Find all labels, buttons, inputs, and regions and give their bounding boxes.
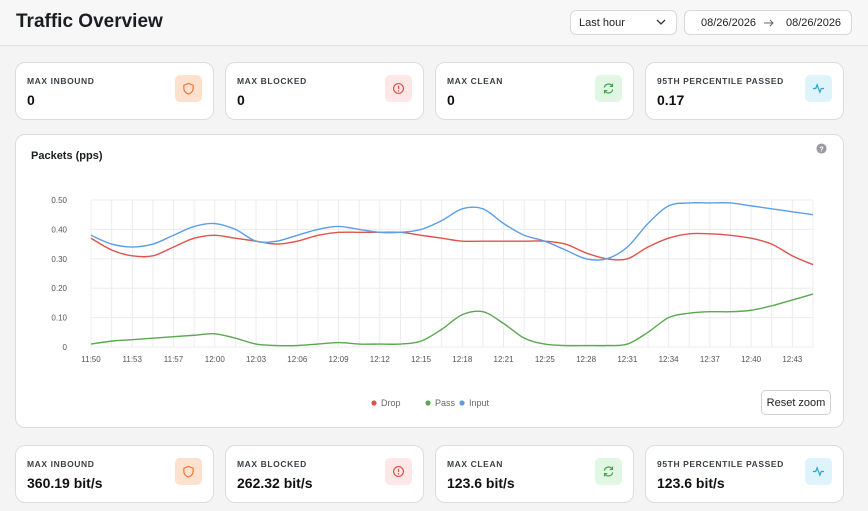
stat-card-95th-percentile: 95TH PERCENTILE PASSED 0.17	[645, 62, 844, 120]
x-tick-label: 12:25	[535, 355, 556, 364]
date-from[interactable]: 08/26/2026	[701, 17, 757, 29]
refresh-icon	[595, 458, 622, 485]
time-range-select[interactable]: Last hour	[570, 10, 677, 35]
x-tick-label: 12:09	[329, 355, 350, 364]
stat-label: MAX CLEAN	[447, 76, 503, 86]
x-tick-label: 12:06	[287, 355, 308, 364]
stat-label: MAX CLEAN	[447, 459, 503, 469]
stat-label: MAX BLOCKED	[237, 459, 307, 469]
x-tick-label: 12:40	[741, 355, 762, 364]
x-tick-label: 12:43	[782, 355, 803, 364]
x-tick-label: 12:15	[411, 355, 432, 364]
x-tick-label: 12:28	[576, 355, 597, 364]
page-header: Traffic Overview Last hour 08/26/2026 08…	[0, 0, 868, 46]
stat-label: 95TH PERCENTILE PASSED	[657, 459, 784, 469]
stat-value: 0	[237, 92, 245, 108]
y-tick-label: 0.10	[51, 314, 67, 323]
legend-label-drop: Drop	[381, 398, 401, 408]
shield-icon	[175, 75, 202, 102]
legend-marker-drop	[371, 400, 377, 406]
y-tick-label: 0	[63, 343, 68, 352]
date-range-picker[interactable]: 08/26/2026 08/26/2026	[684, 10, 852, 35]
refresh-icon	[595, 75, 622, 102]
series-line-input	[90, 202, 814, 261]
help-icon[interactable]: ?	[816, 143, 827, 154]
series-line-drop	[90, 231, 814, 266]
x-tick-label: 12:03	[246, 355, 267, 364]
stat-card-max-blocked-bits: MAX BLOCKED 262.32 bit/s	[225, 445, 424, 503]
stat-value: 262.32 bit/s	[237, 475, 313, 491]
y-tick-label: 0.40	[51, 225, 67, 234]
reset-zoom-button[interactable]: Reset zoom	[761, 390, 831, 415]
stat-label: MAX INBOUND	[27, 459, 95, 469]
x-tick-label: 12:31	[617, 355, 638, 364]
x-tick-label: 11:50	[81, 355, 101, 364]
x-tick-label: 12:21	[494, 355, 515, 364]
x-tick-label: 12:12	[370, 355, 391, 364]
stat-value: 0	[27, 92, 35, 108]
stat-value: 123.6 bit/s	[657, 475, 725, 491]
x-tick-label: 12:00	[205, 355, 226, 364]
y-tick-label: 0.50	[51, 196, 67, 205]
x-tick-label: 11:57	[164, 355, 184, 364]
stat-card-max-blocked: MAX BLOCKED 0	[225, 62, 424, 120]
legend-marker-pass	[425, 400, 431, 406]
stat-value: 0	[447, 92, 455, 108]
time-range-value: Last hour	[579, 17, 625, 29]
legend-marker-input	[459, 400, 465, 406]
arrow-right-icon	[764, 19, 774, 27]
stat-card-max-clean: MAX CLEAN 0	[435, 62, 634, 120]
y-tick-label: 0.30	[51, 255, 67, 264]
x-tick-label: 12:34	[659, 355, 680, 364]
chart-title: Packets (pps)	[31, 150, 103, 162]
stat-value: 360.19 bit/s	[27, 475, 103, 491]
chevron-down-icon	[656, 19, 666, 25]
legend-label-pass: Pass	[435, 398, 456, 408]
activity-icon	[805, 75, 832, 102]
x-tick-label: 12:37	[700, 355, 721, 364]
activity-icon	[805, 458, 832, 485]
stat-value: 0.17	[657, 92, 685, 108]
legend-label-input: Input	[469, 398, 490, 408]
packets-chart-card: Packets (pps) ? 0 0.10 0.20 0.30 0.40 0.50 11:…	[15, 134, 844, 428]
series-line-pass	[90, 293, 814, 347]
alert-circle-icon	[385, 458, 412, 485]
stat-label: MAX BLOCKED	[237, 76, 307, 86]
stat-card-max-clean-bits: MAX CLEAN 123.6 bit/s	[435, 445, 634, 503]
y-tick-label: 0.20	[51, 284, 67, 293]
stat-value: 123.6 bit/s	[447, 475, 515, 491]
stat-label: 95TH PERCENTILE PASSED	[657, 76, 784, 86]
shield-icon	[175, 458, 202, 485]
stat-card-max-inbound-bits: MAX INBOUND 360.19 bit/s	[15, 445, 214, 503]
stat-label: MAX INBOUND	[27, 76, 95, 86]
svg-text:?: ?	[819, 144, 824, 153]
packets-chart[interactable]: 0 0.10 0.20 0.30 0.40 0.50 11:50 11:53 11:57 12:0…	[16, 135, 845, 429]
stat-card-max-inbound: MAX INBOUND 0	[15, 62, 214, 120]
x-tick-label: 11:53	[123, 355, 143, 364]
alert-circle-icon	[385, 75, 412, 102]
date-to[interactable]: 08/26/2026	[786, 17, 842, 29]
stat-card-95th-percentile-bits: 95TH PERCENTILE PASSED 123.6 bit/s	[645, 445, 844, 503]
page-title: Traffic Overview	[16, 11, 163, 32]
x-tick-label: 12:18	[452, 355, 473, 364]
